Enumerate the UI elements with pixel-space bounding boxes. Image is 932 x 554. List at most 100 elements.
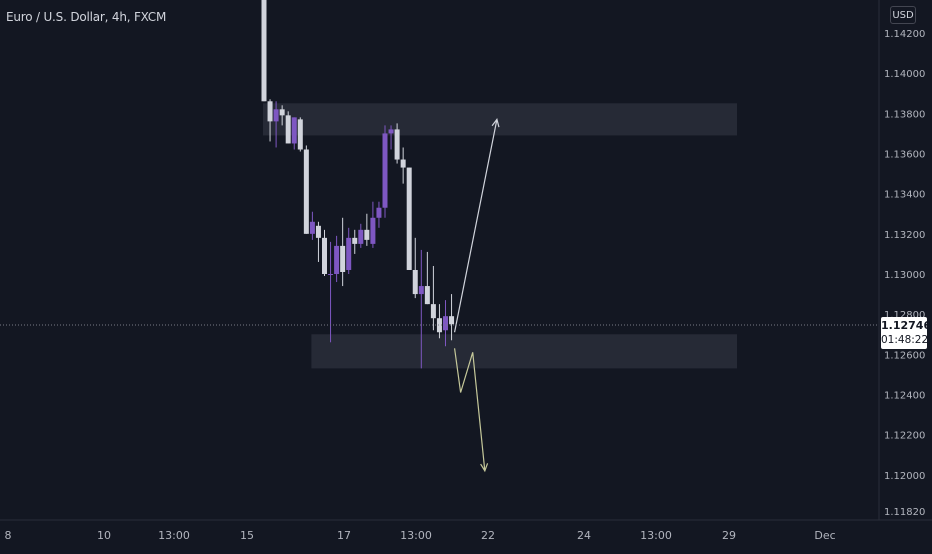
price-tick-label: 1.12400 (884, 391, 925, 402)
candle (382, 125, 388, 218)
time-tick-label: 22 (481, 529, 495, 542)
candle (449, 294, 455, 341)
candles-layer (261, 0, 455, 369)
candle (303, 145, 309, 234)
price-axis[interactable]: 1.14200 1.14000 1.13800 1.13600 1.13400 1.132… (884, 29, 925, 518)
candle (436, 304, 442, 339)
price-tick-label: 1.13600 (884, 150, 925, 161)
candle-body (297, 119, 303, 150)
candle (285, 111, 291, 144)
price-tick-label: 1.12000 (884, 471, 925, 482)
candle-body (315, 225, 321, 238)
candle-body (406, 167, 412, 270)
candle-body (352, 237, 358, 244)
price-tick-label: 1.13200 (884, 230, 925, 241)
time-tick-label: 13:00 (640, 529, 672, 542)
price-tick-label: 1.12200 (884, 431, 925, 442)
candle-body (388, 129, 394, 134)
currency-badge[interactable]: USD (890, 6, 916, 24)
candle (394, 123, 400, 164)
candle-body (418, 286, 424, 295)
candle (364, 213, 370, 246)
candle-body (382, 133, 388, 208)
candle-body (303, 149, 309, 234)
candle (309, 211, 315, 240)
time-tick-label: 13:00 (158, 529, 190, 542)
candle (346, 227, 352, 275)
candle-body (261, 0, 267, 102)
time-tick-label: 10 (97, 529, 111, 542)
time-axis[interactable]: 8 10 13:00 15 17 13:00 22 24 13:00 29 Dec (5, 529, 836, 542)
candle-body (364, 229, 370, 240)
candle (424, 251, 430, 305)
candle (261, 0, 267, 102)
price-tick-label: 1.13400 (884, 190, 925, 201)
price-tick-label: 1.12800 (884, 310, 925, 321)
candle (267, 99, 273, 142)
candle (334, 235, 340, 283)
projections-layer (453, 118, 500, 473)
candle-body (430, 304, 436, 319)
candle (315, 221, 321, 262)
projection-down-arrowhead (480, 463, 489, 473)
candle (418, 249, 424, 369)
symbol-title[interactable]: Euro / U.S. Dollar, 4h, FXCM (6, 10, 167, 24)
candle (388, 125, 394, 150)
candle-body (285, 115, 291, 144)
current-price-label: 1.12746 (881, 319, 932, 332)
candle-body (309, 221, 315, 234)
price-tick-label: 1.14000 (884, 69, 925, 80)
price-tick-label: 1.13800 (884, 109, 925, 120)
candle-body (273, 109, 279, 122)
candle-body (267, 101, 273, 122)
candle-body (449, 316, 455, 325)
time-tick-label: 24 (577, 529, 591, 542)
candle-body (400, 159, 406, 168)
price-tick-label: 1.11820 (884, 507, 925, 518)
zone-2[interactable] (311, 334, 737, 369)
time-tick-label: 17 (337, 529, 351, 542)
candle (328, 241, 334, 343)
bar-countdown-label: 01:48:22 (881, 334, 929, 346)
projection-up-path[interactable] (453, 119, 498, 333)
candle (340, 217, 346, 287)
candle-body (334, 245, 340, 275)
candle (400, 147, 406, 184)
candle (406, 167, 412, 270)
candle-body (279, 109, 285, 116)
candle (279, 105, 285, 126)
candle-body (291, 117, 297, 144)
zones-layer (263, 103, 737, 369)
time-tick-label: 8 (5, 529, 12, 542)
candle-body (376, 207, 382, 218)
candle (352, 229, 358, 254)
candle-body (443, 316, 448, 331)
candle-body (436, 318, 442, 333)
candle-body (322, 237, 327, 275)
projection-down-path[interactable] (453, 348, 486, 471)
candle (443, 300, 448, 347)
candle (376, 201, 382, 228)
candle (412, 237, 418, 299)
candle (358, 223, 364, 248)
candle (291, 117, 297, 150)
time-tick-label: Dec (814, 529, 835, 542)
time-tick-label: 13:00 (400, 529, 432, 542)
projection-up-arrowhead (491, 118, 500, 128)
candle (430, 265, 436, 331)
candle (297, 117, 303, 152)
candle (322, 229, 327, 277)
zone-1[interactable] (263, 103, 737, 136)
price-tick-label: 1.14200 (884, 29, 925, 40)
price-tick-label: 1.12600 (884, 350, 925, 361)
time-tick-label: 29 (722, 529, 736, 542)
current-price-tag: 1.12746 01:48:22 (881, 317, 932, 349)
candle (370, 201, 376, 248)
candle-body (424, 286, 430, 305)
time-tick-label: 15 (240, 529, 254, 542)
candle-body (394, 129, 400, 160)
candle-body (412, 269, 418, 295)
price-tick-label: 1.13000 (884, 270, 925, 281)
